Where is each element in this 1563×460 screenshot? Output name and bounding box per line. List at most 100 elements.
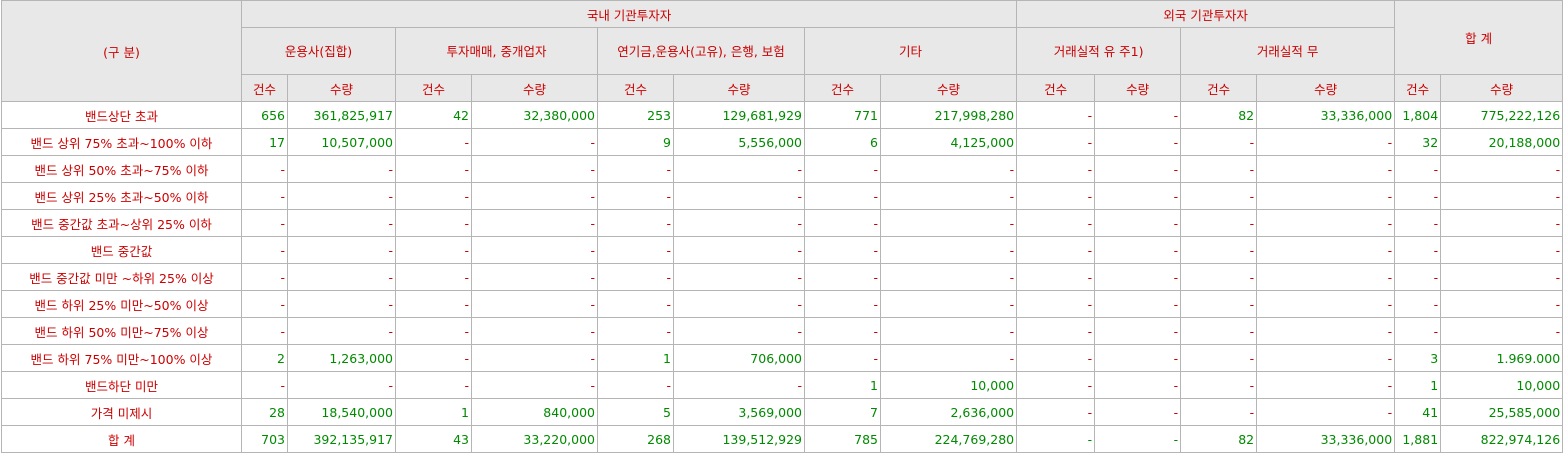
quantity-cell: - bbox=[1256, 371, 1396, 399]
count-cell: - bbox=[1016, 317, 1096, 345]
count-cell: - bbox=[241, 317, 288, 345]
table-row: 밴드 중간값 - - - - - - - - - - - - - - bbox=[1, 236, 1563, 264]
quantity-cell: - bbox=[673, 155, 805, 183]
quantity-cell: - bbox=[287, 371, 396, 399]
quantity-cell: - bbox=[879, 290, 1018, 318]
count-cell: 43 bbox=[395, 425, 472, 453]
row-label: 밴드 상위 75% 초과~100% 이하 bbox=[1, 128, 242, 156]
quantity-cell: 129,681,929 bbox=[673, 101, 805, 129]
count-cell: - bbox=[1016, 236, 1096, 264]
quantity-cell: - bbox=[1256, 182, 1396, 210]
count-cell: 82 bbox=[1180, 101, 1258, 129]
quantity-column-header: 수량 bbox=[287, 74, 396, 102]
count-column-header: 건수 bbox=[804, 74, 881, 102]
count-cell: - bbox=[1180, 128, 1258, 156]
count-cell: - bbox=[1180, 155, 1258, 183]
quantity-cell: - bbox=[1094, 371, 1182, 399]
quantity-cell: - bbox=[471, 155, 598, 183]
count-cell: - bbox=[804, 344, 881, 372]
quantity-cell: - bbox=[673, 371, 805, 399]
quantity-cell: - bbox=[471, 128, 598, 156]
quantity-cell: 33,336,000 bbox=[1256, 101, 1396, 129]
row-label: 밴드 상위 50% 초과~75% 이하 bbox=[1, 155, 242, 183]
count-cell: - bbox=[804, 290, 881, 318]
count-cell: - bbox=[395, 344, 472, 372]
subgroup-header: 운용사(집합) bbox=[241, 27, 396, 75]
quantity-cell: 3,569,000 bbox=[673, 398, 805, 426]
table-row: 가격 미제시 28 18,540,000 1 840,000 5 3,569,000 7 2,6… bbox=[1, 398, 1563, 426]
total-header: 합 계 bbox=[1394, 0, 1563, 75]
count-cell: 7 bbox=[804, 398, 881, 426]
quantity-column-header: 수량 bbox=[673, 74, 805, 102]
quantity-cell: 775,222,126 bbox=[1440, 101, 1563, 129]
count-cell: - bbox=[241, 290, 288, 318]
count-cell: - bbox=[241, 182, 288, 210]
count-cell: - bbox=[804, 263, 881, 291]
subgroup-header: 거래실적 무 bbox=[1180, 27, 1396, 75]
count-cell: 703 bbox=[241, 425, 288, 453]
quantity-column-header: 수량 bbox=[1256, 74, 1396, 102]
count-cell: 1 bbox=[395, 398, 472, 426]
count-cell: - bbox=[1016, 101, 1096, 129]
quantity-cell: - bbox=[879, 236, 1018, 264]
subgroup-header: 투자매매, 중개업자 bbox=[395, 27, 598, 75]
count-cell: - bbox=[395, 290, 472, 318]
count-cell: 42 bbox=[395, 101, 472, 129]
quantity-cell: - bbox=[1094, 101, 1182, 129]
quantity-cell: 1.969.000 bbox=[1440, 344, 1563, 372]
quantity-cell: - bbox=[287, 236, 396, 264]
quantity-cell: - bbox=[471, 236, 598, 264]
count-cell: 656 bbox=[241, 101, 288, 129]
quantity-cell: 1,263,000 bbox=[287, 344, 396, 372]
count-cell: - bbox=[395, 236, 472, 264]
count-cell: - bbox=[804, 155, 881, 183]
quantity-cell: - bbox=[1094, 236, 1182, 264]
quantity-cell: 217,998,280 bbox=[879, 101, 1018, 129]
row-label: 밴드 중간값 bbox=[1, 236, 242, 264]
quantity-cell: - bbox=[1094, 398, 1182, 426]
quantity-cell: - bbox=[1256, 344, 1396, 372]
quantity-cell: 25,585,000 bbox=[1440, 398, 1563, 426]
quantity-cell: - bbox=[1256, 209, 1396, 237]
quantity-cell: - bbox=[1440, 209, 1563, 237]
quantity-cell: - bbox=[673, 290, 805, 318]
quantity-cell: - bbox=[1440, 155, 1563, 183]
quantity-cell: - bbox=[471, 209, 598, 237]
count-cell: - bbox=[395, 155, 472, 183]
count-cell: - bbox=[1180, 317, 1258, 345]
quantity-cell: - bbox=[471, 371, 598, 399]
count-cell: 253 bbox=[597, 101, 674, 129]
count-cell: 2 bbox=[241, 344, 288, 372]
quantity-cell: - bbox=[1094, 128, 1182, 156]
quantity-cell: - bbox=[673, 317, 805, 345]
count-cell: - bbox=[597, 182, 674, 210]
count-cell: - bbox=[1016, 128, 1096, 156]
count-cell: - bbox=[1394, 317, 1442, 345]
count-column-header: 건수 bbox=[1016, 74, 1096, 102]
quantity-cell: - bbox=[1256, 317, 1396, 345]
count-cell: - bbox=[1016, 371, 1096, 399]
quantity-cell: - bbox=[879, 317, 1018, 345]
quantity-cell: - bbox=[879, 155, 1018, 183]
count-cell: - bbox=[1016, 155, 1096, 183]
category-header: (구 분) bbox=[1, 0, 242, 102]
quantity-cell: 2,636,000 bbox=[879, 398, 1018, 426]
quantity-cell: - bbox=[673, 182, 805, 210]
count-cell: - bbox=[804, 209, 881, 237]
quantity-cell: 32,380,000 bbox=[471, 101, 598, 129]
count-cell: - bbox=[1394, 155, 1442, 183]
quantity-cell: 392,135,917 bbox=[287, 425, 396, 453]
quantity-cell: - bbox=[1094, 263, 1182, 291]
count-cell: - bbox=[395, 317, 472, 345]
count-cell: - bbox=[1394, 209, 1442, 237]
count-cell: - bbox=[1180, 371, 1258, 399]
quantity-cell: 706,000 bbox=[673, 344, 805, 372]
count-cell: - bbox=[1016, 344, 1096, 372]
quantity-cell: 822,974,126 bbox=[1440, 425, 1563, 453]
count-cell: 1,804 bbox=[1394, 101, 1442, 129]
quantity-column-header: 수량 bbox=[471, 74, 598, 102]
count-cell: - bbox=[241, 263, 288, 291]
count-cell: - bbox=[597, 290, 674, 318]
total-row: 합 계 703 392,135,917 43 33,220,000 268 139,512,… bbox=[1, 425, 1563, 453]
